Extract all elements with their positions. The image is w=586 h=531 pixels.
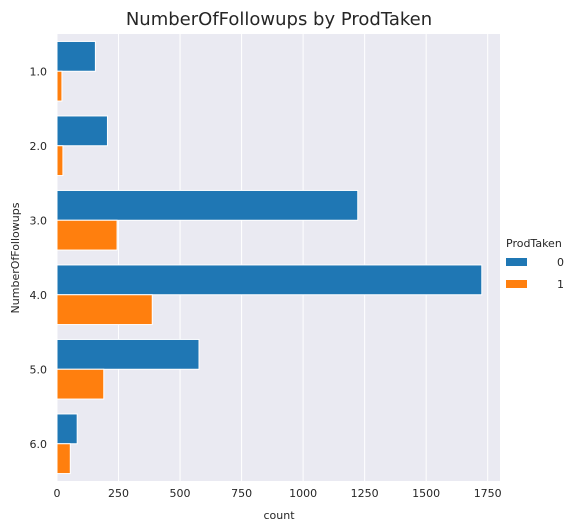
y-axis-label: NumberOfFollowups [9,202,22,313]
y-tick-label: 3.0 [30,214,48,227]
x-tick-labels: 0 250 500 750 1000 1250 1500 1750 [54,487,502,500]
legend-swatch-1 [506,280,527,288]
legend-swatch-0 [506,258,527,266]
x-tick-label: 1500 [412,487,440,500]
chart-title: NumberOfFollowups by ProdTaken [126,9,432,30]
x-tick-label: 1000 [289,487,317,500]
x-tick-label: 1750 [474,487,502,500]
x-tick-label: 250 [108,487,129,500]
bar-1.0-series-0 [56,40,96,72]
bars [56,40,483,475]
gridlines [56,34,489,481]
y-tick-labels: 1.0 2.0 3.0 4.0 5.0 6.0 [30,65,48,451]
bar-4.0-series-1 [56,294,153,326]
bar-5.0-series-1 [56,368,105,400]
y-tick-label: 1.0 [30,65,48,78]
x-tick-label: 500 [170,487,191,500]
y-tick-label: 2.0 [30,140,48,153]
y-tick-label: 5.0 [30,363,48,376]
bar-3.0-series-0 [56,189,359,221]
legend-label-1: 1 [557,278,564,291]
bar-6.0-series-0 [56,413,78,445]
y-tick-label: 6.0 [30,438,48,451]
bar-2.0-series-1 [56,145,64,177]
x-tick-label: 1250 [351,487,379,500]
bar-2.0-series-0 [56,115,108,147]
bar-1.0-series-1 [56,70,63,102]
bar-5.0-series-0 [56,338,200,370]
x-tick-label: 750 [231,487,252,500]
legend-title: ProdTaken [506,237,562,250]
y-tick-label: 4.0 [30,289,48,302]
plot-area [57,34,500,481]
bar-4.0-series-0 [56,264,483,296]
legend-label-0: 0 [557,256,564,269]
x-axis-label: count [263,509,295,522]
legend: ProdTaken 0 1 [506,237,564,291]
bar-3.0-series-1 [56,219,118,251]
x-tick-label: 0 [54,487,61,500]
bar-6.0-series-1 [56,443,71,475]
